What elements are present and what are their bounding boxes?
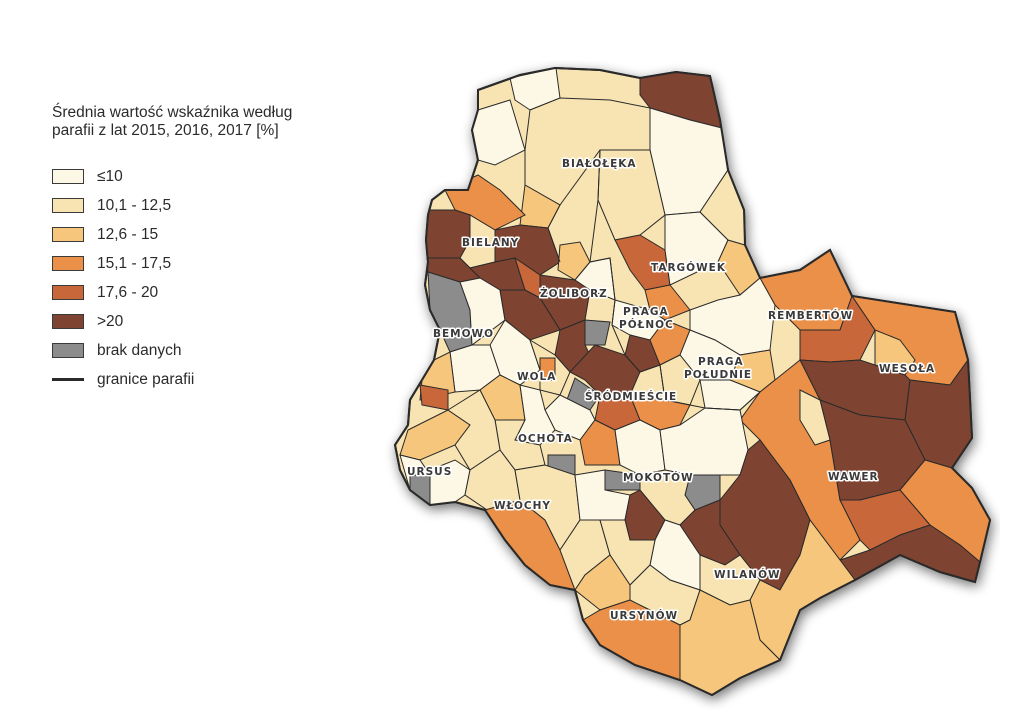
district-label-wlochy: WŁOCHY [494, 500, 551, 512]
district-label-praga-polnoc-2: PÓŁNOC [619, 318, 674, 331]
parish-region [584, 319, 611, 346]
district-label-targowek: TARGÓWEK [651, 261, 726, 274]
legend-item-gt20: >20 [52, 307, 352, 336]
legend-item-le10: ≤10 [52, 162, 352, 191]
parish-region [799, 389, 831, 446]
legend-line-swatch [52, 378, 84, 381]
district-label-mokotow: MOKOTÓW [623, 471, 694, 484]
district-label-wilanow: WILANÓW [714, 568, 781, 581]
district-label-bielany: BIELANY [462, 237, 519, 249]
legend-title-line-1: Średnia wartość wskaźnika według [52, 104, 293, 121]
parish-region [874, 329, 916, 376]
legend-label: 12,6 - 15 [97, 225, 159, 243]
legend-label: granice parafii [97, 370, 195, 388]
parish-region [644, 284, 691, 321]
legend-swatch [52, 198, 84, 213]
legend-item-boundary: granice parafii [52, 365, 352, 394]
parish-boundaries [547, 149, 761, 411]
city-boundary [393, 66, 992, 697]
district-label-wola: WOLA [517, 371, 556, 383]
legend-label: ≤10 [97, 167, 123, 185]
legend-swatch [52, 314, 84, 329]
district-label-srodmiescie: ŚRÓDMIEŚCIE [585, 390, 677, 403]
district-label-zoliborz: ŻOLIBORZ [540, 286, 608, 300]
district-label-ochota: OCHOTA [518, 433, 573, 445]
parish-region [409, 474, 431, 506]
district-label-praga-poludnie-1: PRAGA [698, 356, 744, 368]
parish-regions [399, 68, 990, 695]
legend-item-no-data: brak danych [52, 336, 352, 365]
legend-swatch [52, 343, 84, 358]
district-label-wawer: WAWER [828, 471, 879, 483]
legend-title: Średnia wartość wskaźnika według parafii… [52, 104, 352, 140]
legend-swatch [52, 227, 84, 242]
legend-label: 17,6 - 20 [97, 283, 159, 301]
map-legend: Średnia wartość wskaźnika według parafii… [52, 104, 352, 394]
district-label-praga-poludnie-2: POŁUDNIE [684, 369, 752, 381]
legend-label: 15,1 - 17,5 [97, 254, 172, 272]
district-label-ursynow: URSYNÓW [610, 609, 678, 622]
legend-swatch [52, 285, 84, 300]
district-label-ursus: URSUS [407, 466, 452, 478]
warsaw-parish-map: BIAŁOŁĘKA TARGÓWEK BIELANY ŻOLIBORZ PRAG… [393, 66, 992, 697]
parish-region [425, 209, 471, 259]
district-label-bialoleka: BIAŁOŁĘKA [562, 158, 637, 170]
legend-swatch [52, 169, 84, 184]
legend-item-12-15: 12,6 - 15 [52, 220, 352, 249]
legend-item-10-12: 10,1 - 12,5 [52, 191, 352, 220]
district-label-bemowo: BEMOWO [433, 328, 494, 340]
parish-region [614, 419, 666, 476]
district-label-wesola: WESOŁA [879, 363, 935, 375]
parish-region [539, 357, 556, 381]
district-label-praga-polnoc-1: PRAGA [623, 306, 669, 318]
legend-title-line-2: parafii z lat 2015, 2016, 2017 [%] [52, 122, 279, 139]
legend-swatch [52, 256, 84, 271]
district-labels: BIAŁOŁĘKA TARGÓWEK BIELANY ŻOLIBORZ PRAG… [406, 157, 936, 624]
legend-item-17-20: 17,6 - 20 [52, 278, 352, 307]
legend-label: >20 [97, 312, 124, 330]
legend-label: 10,1 - 12,5 [97, 196, 172, 214]
legend-item-15-17: 15,1 - 17,5 [52, 249, 352, 278]
legend-label: brak danych [97, 341, 182, 359]
district-label-rembertow: REMBERTÓW [768, 309, 853, 322]
